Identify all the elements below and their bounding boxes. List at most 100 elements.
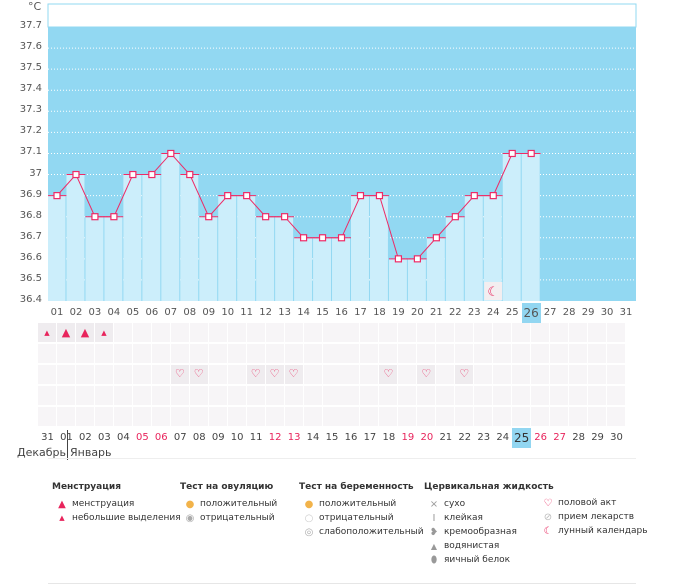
day-cell[interactable] bbox=[75, 344, 94, 363]
day-cell[interactable] bbox=[284, 407, 303, 426]
day-cell[interactable]: ▲ bbox=[56, 323, 75, 342]
day-cell[interactable] bbox=[322, 323, 341, 342]
x-tick-label[interactable]: 02 bbox=[69, 307, 83, 318]
date-label[interactable]: 12 bbox=[268, 432, 282, 443]
day-cell[interactable] bbox=[132, 323, 151, 342]
date-label[interactable]: 22 bbox=[458, 432, 472, 443]
day-cell[interactable] bbox=[455, 407, 474, 426]
day-cell[interactable] bbox=[436, 365, 455, 384]
day-cell[interactable] bbox=[455, 386, 474, 405]
day-cell[interactable] bbox=[303, 323, 322, 342]
day-cell[interactable] bbox=[246, 386, 265, 405]
x-tick-label[interactable]: 22 bbox=[448, 307, 462, 318]
day-cell[interactable] bbox=[531, 323, 550, 342]
day-cell[interactable] bbox=[113, 344, 132, 363]
date-label[interactable]: 07 bbox=[173, 432, 187, 443]
day-cell[interactable] bbox=[189, 386, 208, 405]
x-tick-label[interactable]: 30 bbox=[600, 307, 614, 318]
date-label[interactable]: 27 bbox=[553, 432, 566, 443]
date-label[interactable]: 25 bbox=[512, 428, 532, 448]
day-cell[interactable] bbox=[227, 407, 246, 426]
day-cell[interactable] bbox=[455, 344, 474, 363]
day-cell[interactable] bbox=[607, 365, 626, 384]
day-cell[interactable] bbox=[493, 407, 512, 426]
day-cell[interactable] bbox=[398, 323, 417, 342]
date-label[interactable]: 09 bbox=[211, 432, 225, 443]
x-tick-label[interactable]: 28 bbox=[562, 307, 576, 318]
x-tick-label[interactable]: 05 bbox=[126, 307, 140, 318]
day-cell[interactable] bbox=[113, 386, 132, 405]
x-tick-label[interactable]: 10 bbox=[221, 307, 235, 318]
day-cell[interactable] bbox=[208, 323, 227, 342]
day-cell[interactable] bbox=[322, 365, 341, 384]
day-cell[interactable] bbox=[284, 344, 303, 363]
day-cell[interactable] bbox=[398, 386, 417, 405]
date-label[interactable]: 17 bbox=[363, 432, 377, 443]
day-cell[interactable] bbox=[170, 407, 189, 426]
day-cell[interactable] bbox=[322, 407, 341, 426]
day-cell[interactable] bbox=[588, 407, 607, 426]
day-cell[interactable] bbox=[341, 386, 360, 405]
day-cell[interactable] bbox=[189, 344, 208, 363]
day-cell[interactable] bbox=[113, 365, 132, 384]
day-cell[interactable] bbox=[246, 344, 265, 363]
day-cell[interactable] bbox=[38, 407, 56, 426]
day-cell[interactable] bbox=[170, 323, 189, 342]
day-cell[interactable] bbox=[550, 407, 569, 426]
date-label[interactable]: 03 bbox=[98, 432, 111, 443]
day-cell[interactable] bbox=[360, 344, 379, 363]
day-cell[interactable] bbox=[227, 344, 246, 363]
day-cell[interactable] bbox=[550, 344, 569, 363]
day-cell[interactable] bbox=[132, 386, 151, 405]
day-cell[interactable] bbox=[569, 365, 588, 384]
day-cell[interactable] bbox=[265, 323, 284, 342]
date-label[interactable]: 06 bbox=[154, 432, 168, 443]
day-cell[interactable]: ▲ bbox=[38, 323, 56, 342]
day-cell[interactable] bbox=[303, 365, 322, 384]
date-label[interactable]: 14 bbox=[306, 432, 320, 443]
x-tick-label[interactable]: 12 bbox=[259, 307, 272, 318]
day-cell[interactable] bbox=[75, 407, 94, 426]
day-cell[interactable]: ♡ bbox=[246, 365, 265, 384]
day-cell[interactable] bbox=[360, 323, 379, 342]
date-label[interactable]: 16 bbox=[344, 432, 358, 443]
day-cell[interactable] bbox=[379, 407, 398, 426]
day-cell[interactable] bbox=[208, 365, 227, 384]
day-cell[interactable] bbox=[56, 407, 75, 426]
day-cell[interactable] bbox=[189, 323, 208, 342]
day-cell[interactable] bbox=[360, 365, 379, 384]
x-tick-label[interactable]: 19 bbox=[392, 307, 405, 318]
day-cell[interactable] bbox=[170, 344, 189, 363]
day-cell[interactable] bbox=[265, 344, 284, 363]
x-tick-label[interactable]: 08 bbox=[183, 307, 197, 318]
day-cell[interactable] bbox=[474, 344, 493, 363]
day-cell[interactable] bbox=[417, 323, 436, 342]
x-tick-label[interactable]: 16 bbox=[335, 307, 348, 318]
day-cell[interactable] bbox=[512, 365, 531, 384]
day-cell[interactable] bbox=[379, 323, 398, 342]
x-tick-label[interactable]: 31 bbox=[619, 307, 633, 318]
date-label[interactable]: 10 bbox=[230, 432, 244, 443]
day-cell[interactable] bbox=[607, 386, 626, 405]
x-tick-label[interactable]: 27 bbox=[543, 307, 557, 318]
day-cell[interactable] bbox=[75, 365, 94, 384]
date-label[interactable]: 15 bbox=[325, 432, 339, 443]
day-cell[interactable] bbox=[151, 344, 170, 363]
date-label[interactable]: 24 bbox=[496, 432, 510, 443]
day-cell[interactable] bbox=[151, 386, 170, 405]
date-label[interactable]: 13 bbox=[287, 432, 301, 443]
day-cell[interactable] bbox=[379, 386, 398, 405]
day-cell[interactable] bbox=[569, 323, 588, 342]
day-cell[interactable] bbox=[38, 386, 56, 405]
x-tick-label[interactable]: 07 bbox=[164, 307, 178, 318]
x-tick-label[interactable]: 20 bbox=[411, 307, 424, 318]
day-cell[interactable] bbox=[94, 407, 113, 426]
day-cell[interactable] bbox=[341, 407, 360, 426]
day-cell[interactable] bbox=[493, 344, 512, 363]
day-cell[interactable] bbox=[588, 323, 607, 342]
x-tick-label[interactable]: 21 bbox=[429, 307, 443, 318]
date-label[interactable]: 29 bbox=[591, 432, 604, 443]
day-cell[interactable]: ♡ bbox=[417, 365, 436, 384]
day-cell[interactable] bbox=[607, 344, 626, 363]
day-cell[interactable] bbox=[512, 407, 531, 426]
